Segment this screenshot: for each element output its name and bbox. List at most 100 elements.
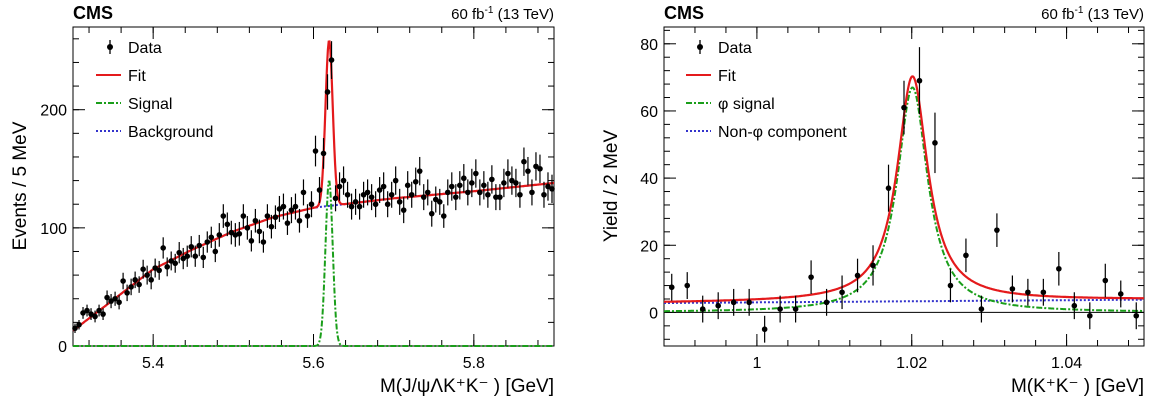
data-marker: [854, 272, 861, 279]
x-tick-label-right: 1.04: [1051, 355, 1082, 372]
data-point: [140, 259, 146, 279]
data-point: [112, 291, 118, 306]
data-point: [501, 168, 507, 198]
data-point: [947, 268, 954, 303]
lumi-label-right: 60 fb-1 (13 TeV): [1041, 5, 1144, 23]
data-marker: [324, 89, 331, 95]
data-marker: [364, 189, 371, 196]
data-point: [172, 253, 179, 273]
data-marker: [1025, 289, 1031, 296]
legend-item-data-right: Data: [697, 40, 752, 57]
data-marker: [1071, 302, 1078, 309]
y-tick-label-left: 100: [40, 221, 67, 238]
data-marker: [76, 321, 82, 328]
data-point: [808, 260, 814, 294]
data-point: [324, 74, 331, 110]
data-point: [549, 174, 555, 204]
data-point: [148, 270, 154, 290]
data-point: [448, 172, 455, 201]
data-marker: [978, 306, 985, 312]
data-marker: [424, 189, 431, 196]
axis-ticks-left: 5.4 5.6 5.8 0 100 200: [40, 27, 554, 372]
data-marker: [668, 284, 675, 291]
data-marker: [284, 220, 291, 226]
data-marker: [963, 252, 969, 259]
data-point: [376, 177, 383, 204]
data-marker: [164, 264, 170, 270]
data-marker: [340, 177, 347, 184]
data-point: [517, 181, 523, 208]
data-point: [288, 197, 295, 224]
data-point: [244, 216, 251, 240]
data-marker: [272, 214, 279, 221]
data-point: [284, 211, 291, 235]
data-marker: [1133, 312, 1140, 319]
data-marker: [240, 213, 247, 219]
data-point: [268, 214, 275, 239]
data-point: [1071, 292, 1078, 320]
data-point: [372, 191, 379, 218]
data-marker: [172, 260, 179, 267]
data-marker: [529, 189, 535, 196]
data-point: [416, 156, 423, 186]
data-point: [360, 181, 367, 208]
data-point: [1025, 278, 1031, 306]
legend-left: Data Fit Signal Background: [96, 40, 213, 141]
data-point: [120, 272, 126, 290]
data-marker: [517, 191, 523, 198]
data-point: [236, 221, 243, 246]
data-point: [292, 193, 299, 220]
data-point: [252, 208, 259, 233]
data-marker: [368, 194, 375, 200]
data-point: [392, 166, 399, 195]
data-marker: [296, 217, 303, 224]
legend-label-data-left: Data: [128, 40, 162, 57]
chart-left: CMS 60 fb-1 (13 TeV) Events / 5 MeV M(J/…: [10, 3, 555, 397]
data-marker: [144, 272, 150, 278]
data-point: [457, 171, 463, 200]
data-marker: [328, 57, 335, 63]
data-marker: [128, 284, 134, 290]
data-point: [469, 168, 475, 198]
data-point: [132, 271, 138, 289]
data-point: [533, 152, 539, 181]
data-point: [777, 295, 783, 323]
legend-label-signal-right: φ signal: [718, 96, 775, 113]
data-marker: [124, 290, 130, 296]
data-point: [116, 295, 122, 310]
data-point: [384, 191, 391, 218]
data-point: [100, 308, 106, 321]
data-point: [380, 172, 387, 201]
data-point: [104, 290, 110, 305]
data-marker: [376, 187, 383, 193]
data-marker: [684, 282, 691, 289]
data-point: [477, 179, 483, 206]
data-point: [854, 258, 861, 293]
data-point: [300, 179, 307, 206]
data-point: [412, 167, 419, 196]
data-marker: [452, 194, 459, 200]
data-point: [529, 179, 535, 206]
data-point: [296, 208, 303, 233]
data-point: [461, 164, 467, 193]
data-marker: [380, 183, 387, 190]
legend-label-data-right: Data: [718, 40, 752, 57]
data-marker: [216, 232, 223, 238]
data-point: [128, 278, 134, 296]
data-marker: [176, 249, 183, 256]
data-marker: [1056, 265, 1062, 272]
data-point: [312, 135, 319, 167]
data-marker: [505, 170, 511, 177]
data-marker: [715, 302, 721, 309]
data-marker: [212, 248, 219, 255]
data-marker: [392, 177, 399, 184]
data-marker: [469, 180, 475, 186]
data-marker: [549, 186, 555, 192]
data-marker: [344, 191, 351, 198]
data-marker: [497, 194, 503, 200]
data-point: [208, 226, 215, 248]
data-point: [730, 288, 737, 316]
y-tick-label-right: 80: [640, 37, 658, 54]
data-marker: [104, 294, 110, 301]
data-point: [76, 320, 82, 330]
